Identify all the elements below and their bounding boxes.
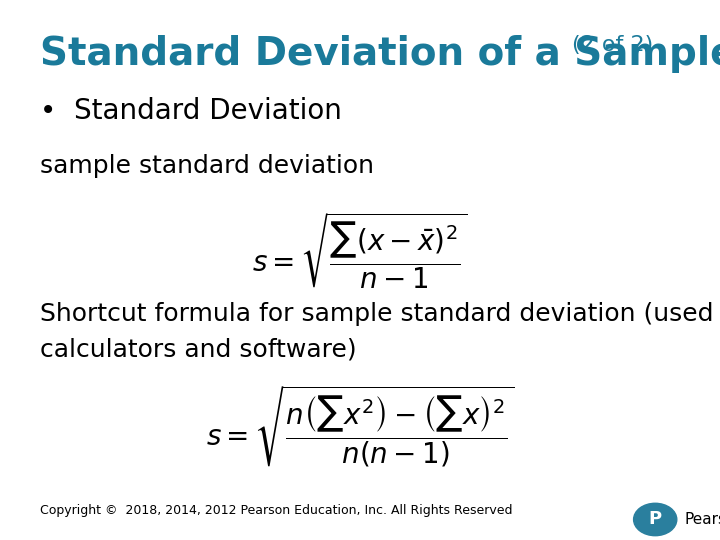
Text: sample standard deviation: sample standard deviation — [40, 154, 374, 178]
Text: $s = \sqrt{\dfrac{\sum(x-\bar{x})^{2}}{n-1}}$: $s = \sqrt{\dfrac{\sum(x-\bar{x})^{2}}{n… — [253, 211, 467, 291]
Text: •  Standard Deviation: • Standard Deviation — [40, 97, 341, 125]
Text: P: P — [649, 510, 662, 529]
Text: Pearson: Pearson — [684, 512, 720, 527]
Text: $s = \sqrt{\dfrac{n\left(\sum x^{2}\right)-\left(\sum x\right)^{2}}{n(n-1)}}$: $s = \sqrt{\dfrac{n\left(\sum x^{2}\righ… — [206, 383, 514, 469]
Circle shape — [634, 503, 677, 536]
Text: Standard Deviation of a Sample: Standard Deviation of a Sample — [40, 35, 720, 73]
Text: Shortcut formula for sample standard deviation (used by: Shortcut formula for sample standard dev… — [40, 302, 720, 326]
Text: calculators and software): calculators and software) — [40, 338, 356, 361]
Text: (2 of 2): (2 of 2) — [572, 35, 654, 55]
Text: Copyright ©  2018, 2014, 2012 Pearson Education, Inc. All Rights Reserved: Copyright © 2018, 2014, 2012 Pearson Edu… — [40, 504, 512, 517]
